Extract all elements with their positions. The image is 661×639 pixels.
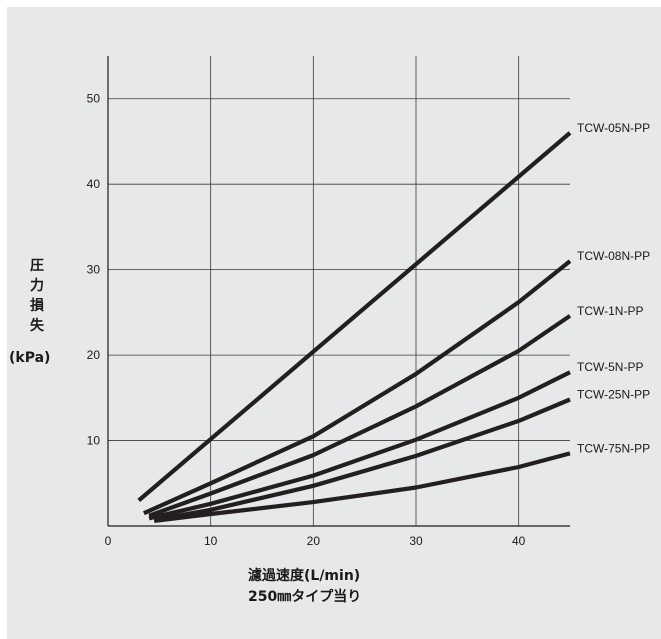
- y-tick-20: 20: [87, 348, 101, 362]
- x-tick-labels: 0 10 20 30 40: [105, 534, 526, 548]
- x-tick-0: 0: [105, 534, 112, 548]
- series-line-2: [143, 259, 572, 516]
- series-label-2: TCW-08N-PP: [577, 249, 650, 263]
- y-tick-10: 10: [87, 434, 101, 448]
- x-tick-30: 30: [409, 534, 423, 548]
- y-tick-30: 30: [87, 263, 101, 277]
- series-lines: [137, 131, 572, 523]
- x-axis-sublabel: 250㎜タイプ当り: [248, 588, 361, 605]
- y-axis-unit: (kPa): [9, 350, 50, 366]
- y-axis-label-char-4: 失: [30, 317, 45, 334]
- x-tick-10: 10: [204, 534, 218, 548]
- series-line-6: [153, 451, 571, 523]
- y-axis-label-char-2: 力: [30, 277, 44, 294]
- series-line-3: [148, 314, 572, 518]
- series-label-3: TCW-1N-PP: [577, 304, 643, 318]
- series-labels: TCW-05N-PP TCW-08N-PP TCW-1N-PP TCW-5N-PP TC…: [577, 121, 650, 455]
- series-line-4: [148, 370, 571, 521]
- y-tick-40: 40: [87, 177, 101, 191]
- y-axis-label-char-3: 損: [30, 297, 45, 314]
- x-tick-20: 20: [307, 534, 321, 548]
- axes: [107, 56, 570, 527]
- x-axis-label: 濾過速度(L/min): [248, 567, 360, 584]
- y-tick-labels: 10 20 30 40 50: [87, 92, 101, 448]
- series-label-6: TCW-75N-PP: [577, 441, 650, 455]
- series-line-1: [137, 131, 572, 502]
- series-label-1: TCW-05N-PP: [577, 121, 650, 135]
- chart-panel: 0 10 20 30 40 10 20 30 40 50 TCW-05N-PP TCW-08N-P…: [7, 7, 661, 639]
- y-tick-50: 50: [87, 92, 101, 106]
- y-axis-label-char-1: 圧: [30, 258, 44, 274]
- x-tick-40: 40: [512, 534, 526, 548]
- series-line-5: [153, 397, 571, 523]
- line-chart: 0 10 20 30 40 10 20 30 40 50 TCW-05N-PP TCW-08N-P…: [9, 56, 650, 605]
- series-label-5: TCW-25N-PP: [577, 388, 650, 402]
- series-label-4: TCW-5N-PP: [577, 360, 643, 374]
- grid-lines: [108, 56, 570, 526]
